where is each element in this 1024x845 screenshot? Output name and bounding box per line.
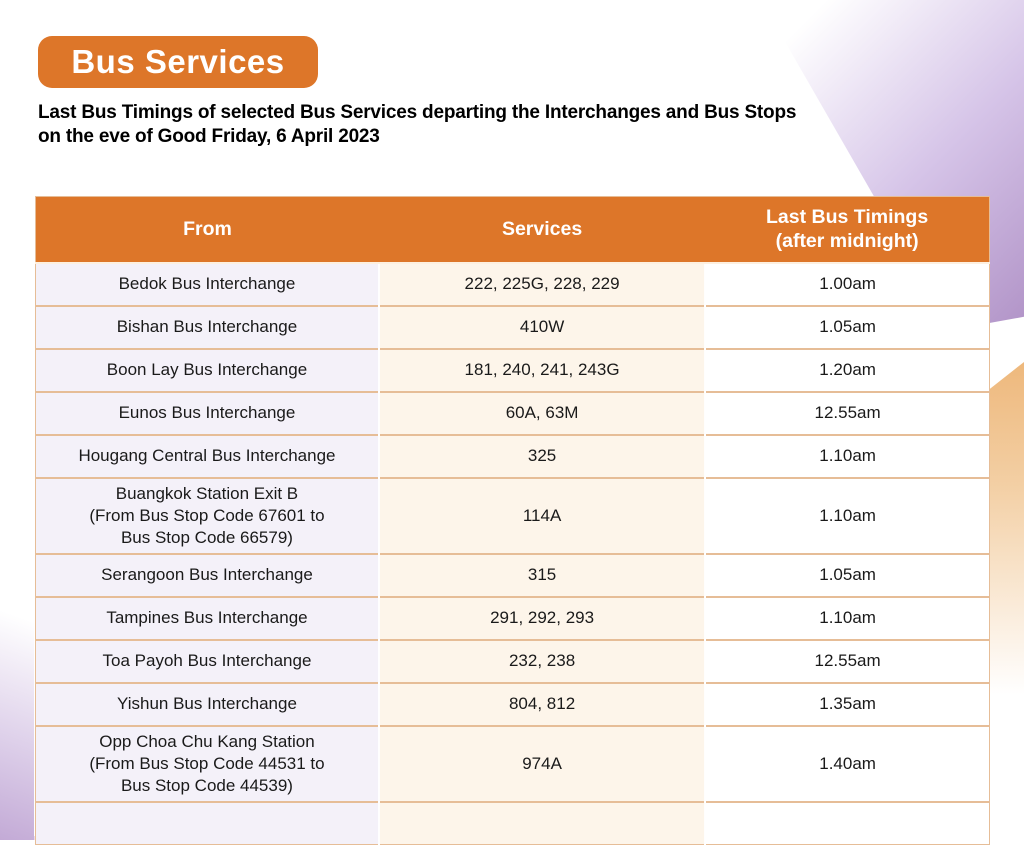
table-header-row: From Services Last Bus Timings (after mi…: [35, 196, 990, 264]
timing-cell: 1.10am: [704, 476, 990, 554]
column-header-from: From: [35, 196, 379, 264]
bus-services-badge-label: Bus Services: [71, 43, 285, 80]
services-cell: 410W: [377, 304, 706, 349]
services-cell: 974A: [377, 724, 706, 802]
last-bus-timings-table: From Services Last Bus Timings (after mi…: [35, 196, 990, 845]
orange-gradient-decoration-right: [984, 362, 1024, 712]
services-cell: 222, 225G, 228, 229: [377, 262, 706, 306]
table-row: Bishan Bus Interchange 410W 1.05am: [35, 304, 990, 349]
timing-cell: 1.05am: [704, 304, 990, 349]
from-cell: Serangoon Bus Interchange: [35, 552, 379, 597]
table-row: Buangkok Station Exit B (From Bus Stop C…: [35, 476, 990, 554]
table-row: Toa Payoh Bus Interchange 232, 238 12.55am: [35, 638, 990, 683]
timing-cell: 1.00am: [704, 262, 990, 306]
from-cell: [35, 800, 379, 845]
services-cell: 291, 292, 293: [377, 595, 706, 640]
column-header-services: Services: [378, 196, 706, 264]
services-cell: 181, 240, 241, 243G: [377, 347, 706, 392]
bus-timings-table: From Services Last Bus Timings (after mi…: [35, 196, 990, 845]
table-row: Tampines Bus Interchange 291, 292, 293 1.1…: [35, 595, 990, 640]
table-row: Yishun Bus Interchange 804, 812 1.35am: [35, 681, 990, 726]
timing-cell: 12.55am: [704, 638, 990, 683]
services-cell: 60A, 63M: [377, 390, 706, 435]
column-header-last-bus-timings: Last Bus Timings (after midnight): [705, 196, 990, 264]
services-cell: 315: [377, 552, 706, 597]
table-row: Opp Choa Chu Kang Station (From Bus Stop…: [35, 724, 990, 802]
table-row: Bedok Bus Interchange 222, 225G, 228, 229…: [35, 262, 990, 306]
purple-gradient-decoration-bottom-left: [0, 610, 34, 840]
services-cell: 804, 812: [377, 681, 706, 726]
timing-cell: [704, 800, 990, 845]
table-row: Boon Lay Bus Interchange 181, 240, 241, 2…: [35, 347, 990, 392]
page-title: Last Bus Timings of selected Bus Service…: [38, 102, 797, 147]
timing-cell: 1.10am: [704, 595, 990, 640]
timing-cell: 12.55am: [704, 390, 990, 435]
table-row: Hougang Central Bus Interchange 325 1.10am: [35, 433, 990, 478]
timing-cell: 1.40am: [704, 724, 990, 802]
from-cell: Bedok Bus Interchange: [35, 262, 379, 306]
services-cell: 325: [377, 433, 706, 478]
services-cell: [377, 800, 706, 845]
from-cell: Toa Payoh Bus Interchange: [35, 638, 379, 683]
timing-cell: 1.05am: [704, 552, 990, 597]
bus-services-badge: Bus Services: [38, 36, 318, 88]
table-row: [35, 800, 990, 845]
table-header: From Services Last Bus Timings (after mi…: [35, 196, 990, 264]
from-cell: Eunos Bus Interchange: [35, 390, 379, 435]
from-cell: Bishan Bus Interchange: [35, 304, 379, 349]
from-cell: Buangkok Station Exit B (From Bus Stop C…: [35, 476, 379, 554]
from-cell: Hougang Central Bus Interchange: [35, 433, 379, 478]
timing-cell: 1.20am: [704, 347, 990, 392]
table-row: Eunos Bus Interchange 60A, 63M 12.55am: [35, 390, 990, 435]
services-cell: 232, 238: [377, 638, 706, 683]
from-cell: Yishun Bus Interchange: [35, 681, 379, 726]
from-cell: Boon Lay Bus Interchange: [35, 347, 379, 392]
timing-cell: 1.10am: [704, 433, 990, 478]
from-cell: Opp Choa Chu Kang Station (From Bus Stop…: [35, 724, 379, 802]
bus-table-body: Bedok Bus Interchange 222, 225G, 228, 229…: [35, 262, 990, 845]
services-cell: 114A: [377, 476, 706, 554]
timing-cell: 1.35am: [704, 681, 990, 726]
from-cell: Tampines Bus Interchange: [35, 595, 379, 640]
table-row: Serangoon Bus Interchange 315 1.05am: [35, 552, 990, 597]
